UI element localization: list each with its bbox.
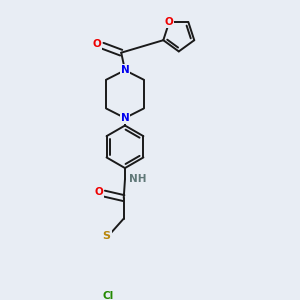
Text: O: O <box>165 17 174 27</box>
Text: N: N <box>121 113 129 123</box>
Text: O: O <box>94 187 103 197</box>
Text: NH: NH <box>129 174 146 184</box>
Text: S: S <box>103 231 111 241</box>
Text: Cl: Cl <box>102 291 114 300</box>
Text: O: O <box>93 39 101 50</box>
Text: N: N <box>121 65 129 75</box>
